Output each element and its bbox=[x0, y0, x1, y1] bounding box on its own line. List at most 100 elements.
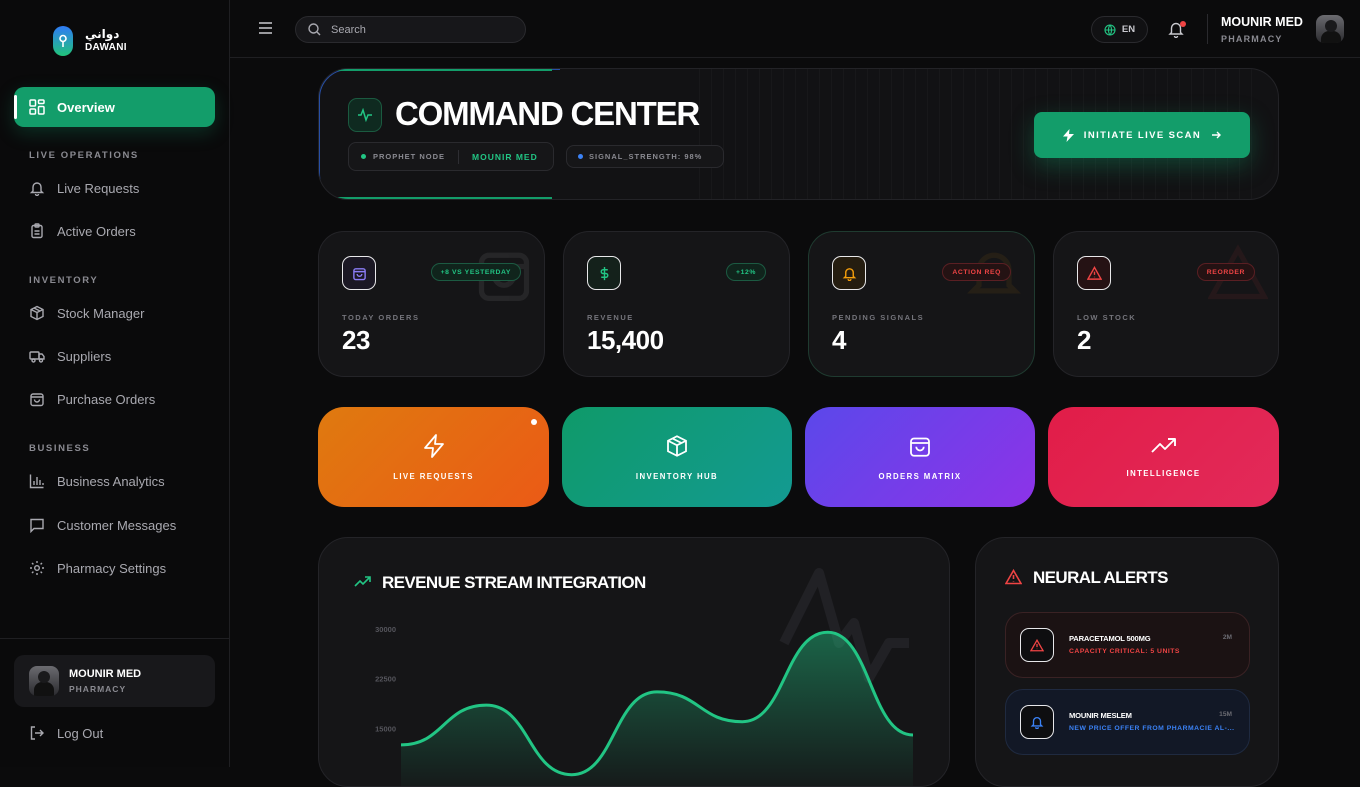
language-selector[interactable]: EN bbox=[1091, 16, 1148, 43]
bag-icon bbox=[342, 256, 376, 290]
bag-icon bbox=[30, 393, 44, 407]
language-label: EN bbox=[1121, 24, 1136, 35]
stat-card-today-orders[interactable]: +8 VS YESTERDAY TODAY ORDERS 23 bbox=[318, 231, 545, 377]
bar-chart-icon bbox=[29, 474, 44, 489]
dollar-icon bbox=[587, 256, 621, 290]
stat-value: 2 bbox=[1077, 325, 1091, 355]
truck-icon bbox=[29, 351, 45, 363]
avatar[interactable] bbox=[1316, 15, 1344, 43]
message-icon bbox=[30, 518, 44, 533]
stat-badge: +12% bbox=[726, 263, 766, 281]
user-role: PHARMACY bbox=[1221, 34, 1283, 44]
topbar: EN MOUNIR MED PHARMACY bbox=[230, 0, 1360, 58]
alert-subtitle: CAPACITY CRITICAL: 5 UNITS bbox=[1069, 648, 1180, 655]
user-name: MOUNIR MED bbox=[1221, 15, 1303, 29]
sidebar-item-label: Business Analytics bbox=[57, 473, 165, 489]
search-icon bbox=[308, 23, 321, 36]
brand-logo[interactable]: دواني DAWANI bbox=[53, 26, 127, 56]
user-name: MOUNIR MED bbox=[69, 668, 142, 680]
stat-badge: REORDER bbox=[1196, 263, 1255, 281]
sidebar-item-pharmacy-settings[interactable]: Pharmacy Settings bbox=[29, 560, 166, 576]
search-bar[interactable] bbox=[295, 16, 526, 43]
stat-badge: ACTION REQ bbox=[942, 263, 1011, 281]
section-title-live-operations: LIVE OPERATIONS bbox=[29, 150, 139, 161]
sidebar-item-label: Pharmacy Settings bbox=[57, 560, 167, 576]
warning-icon bbox=[1005, 569, 1022, 585]
chart-title: REVENUE STREAM INTEGRATION bbox=[382, 573, 646, 592]
stat-label: PENDING SIGNALS bbox=[832, 313, 925, 322]
stat-card-pending-signals[interactable]: ACTION REQ PENDING SIGNALS 4 bbox=[808, 231, 1035, 377]
grid-icon bbox=[29, 99, 45, 115]
logout-button[interactable]: Log Out bbox=[29, 725, 103, 741]
page-title: COMMAND CENTER bbox=[395, 95, 700, 132]
notification-dot bbox=[531, 419, 537, 425]
sidebar-item-label: Overview bbox=[57, 99, 115, 115]
trend-up-icon bbox=[354, 576, 371, 587]
alert-time: 2M bbox=[1222, 634, 1232, 641]
status-dot bbox=[578, 154, 583, 159]
sidebar-item-label: Active Orders bbox=[57, 223, 136, 239]
sidebar-item-stock-manager[interactable]: Stock Manager bbox=[29, 305, 144, 321]
stat-badge: +8 VS YESTERDAY bbox=[430, 263, 521, 281]
sidebar-item-label: Customer Messages bbox=[57, 517, 177, 533]
stat-value: 23 bbox=[342, 325, 370, 355]
search-input[interactable] bbox=[331, 23, 511, 36]
alert-title: PARACETAMOL 500MG bbox=[1069, 634, 1151, 643]
warning-icon bbox=[1020, 628, 1054, 662]
logout-icon bbox=[30, 726, 44, 740]
stat-label: REVENUE bbox=[587, 313, 634, 322]
accent-line bbox=[319, 69, 552, 71]
bell-icon bbox=[29, 182, 45, 196]
stat-card-low-stock[interactable]: REORDER LOW STOCK 2 bbox=[1053, 231, 1279, 377]
trend-up-icon bbox=[1150, 437, 1176, 453]
sidebar-item-active-orders[interactable]: Active Orders bbox=[29, 223, 136, 239]
tile-intelligence[interactable]: INTELLIGENCE bbox=[1048, 407, 1279, 507]
bell-icon bbox=[1020, 705, 1054, 739]
user-role: PHARMACY bbox=[69, 684, 127, 694]
sidebar-item-suppliers[interactable]: Suppliers bbox=[29, 348, 111, 364]
menu-icon[interactable] bbox=[258, 21, 273, 35]
revenue-line bbox=[400, 630, 914, 777]
alert-item[interactable]: PARACETAMOL 500MG CAPACITY CRITICAL: 5 U… bbox=[1005, 612, 1250, 678]
clipboard-icon bbox=[31, 223, 43, 239]
sidebar: دواني DAWANI Overview LIVE OPERATIONS Li… bbox=[0, 0, 230, 767]
stat-card-revenue[interactable]: +12% REVENUE 15,400 bbox=[563, 231, 790, 377]
sidebar-item-label: Purchase Orders bbox=[57, 391, 156, 407]
status-dot bbox=[361, 154, 366, 159]
pulse-icon bbox=[348, 98, 382, 132]
y-tick-label: 15000 bbox=[375, 724, 396, 733]
sidebar-item-live-requests[interactable]: Live Requests bbox=[29, 180, 139, 196]
command-center-banner: COMMAND CENTER PROPHET NODE MOUNIR MED S… bbox=[318, 68, 1279, 200]
topbar-user[interactable]: MOUNIR MED PHARMACY bbox=[1221, 15, 1303, 44]
revenue-area bbox=[401, 632, 913, 786]
warning-icon bbox=[1077, 256, 1111, 290]
sidebar-item-business-analytics[interactable]: Business Analytics bbox=[29, 473, 165, 489]
notification-bell-icon[interactable] bbox=[1168, 20, 1184, 38]
bell-icon bbox=[832, 256, 866, 290]
sidebar-item-overview[interactable]: Overview bbox=[14, 87, 215, 127]
sidebar-item-purchase-orders[interactable]: Purchase Orders bbox=[29, 391, 155, 407]
sidebar-item-customer-messages[interactable]: Customer Messages bbox=[29, 517, 176, 533]
accent-line bbox=[319, 197, 552, 199]
tile-live-requests[interactable]: LIVE REQUESTS bbox=[318, 407, 549, 507]
revenue-chart-card: REVENUE STREAM INTEGRATION 30000 22500 150… bbox=[318, 537, 950, 787]
gear-icon bbox=[30, 561, 44, 575]
section-title-business: BUSINESS bbox=[29, 443, 91, 454]
tile-label: INTELLIGENCE bbox=[1126, 468, 1201, 478]
bag-icon bbox=[910, 437, 930, 457]
tile-orders-matrix[interactable]: ORDERS MATRIX bbox=[805, 407, 1035, 507]
location-pin-icon bbox=[53, 26, 73, 56]
sidebar-item-label: Stock Manager bbox=[57, 305, 145, 321]
initiate-live-scan-button[interactable]: INITIATE LIVE SCAN bbox=[1034, 112, 1250, 158]
brand-name: DAWANI bbox=[85, 42, 127, 53]
stat-value: 15,400 bbox=[587, 325, 664, 355]
sidebar-user-card[interactable]: MOUNIR MED PHARMACY bbox=[14, 655, 215, 707]
avatar bbox=[29, 666, 59, 696]
alert-subtitle: NEW PRICE OFFER FROM PHARMACIE AL-... bbox=[1069, 725, 1235, 732]
alert-item[interactable]: MOUNIR MESLEM NEW PRICE OFFER FROM PHARM… bbox=[1005, 689, 1250, 755]
signal-label: SIGNAL_STRENGTH: 98% bbox=[589, 152, 703, 161]
revenue-chart[interactable]: 30000 22500 15000 bbox=[319, 538, 950, 787]
tile-inventory-hub[interactable]: INVENTORY HUB bbox=[562, 407, 792, 507]
signal-status-pill: SIGNAL_STRENGTH: 98% bbox=[566, 145, 724, 168]
tile-label: INVENTORY HUB bbox=[635, 471, 719, 481]
